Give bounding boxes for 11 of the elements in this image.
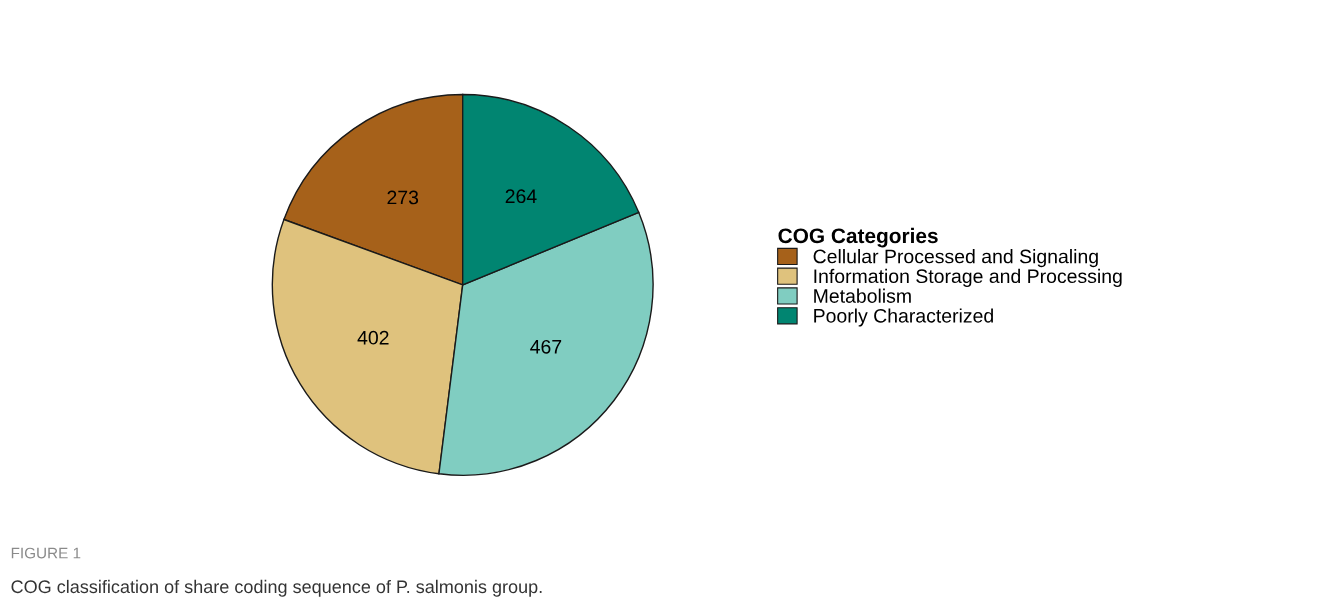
caption: FIGURE 1: [11, 547, 81, 559]
legend-label: Cellular Processed and Signaling: [813, 249, 1098, 268]
data-label: 273: [387, 190, 419, 205]
data-label: 264: [505, 189, 537, 204]
data-label: 402: [357, 330, 389, 345]
legend-label: Metabolism: [814, 288, 911, 303]
legend-label: Poorly Characterized: [814, 308, 993, 327]
legend-title: COG Categories: [778, 227, 938, 248]
text: COG classification of share coding sequence of P. salmonis group.: [11, 579, 542, 597]
data-label: 467: [530, 339, 562, 354]
legend-label: Information Storage and Processing: [814, 268, 1122, 287]
